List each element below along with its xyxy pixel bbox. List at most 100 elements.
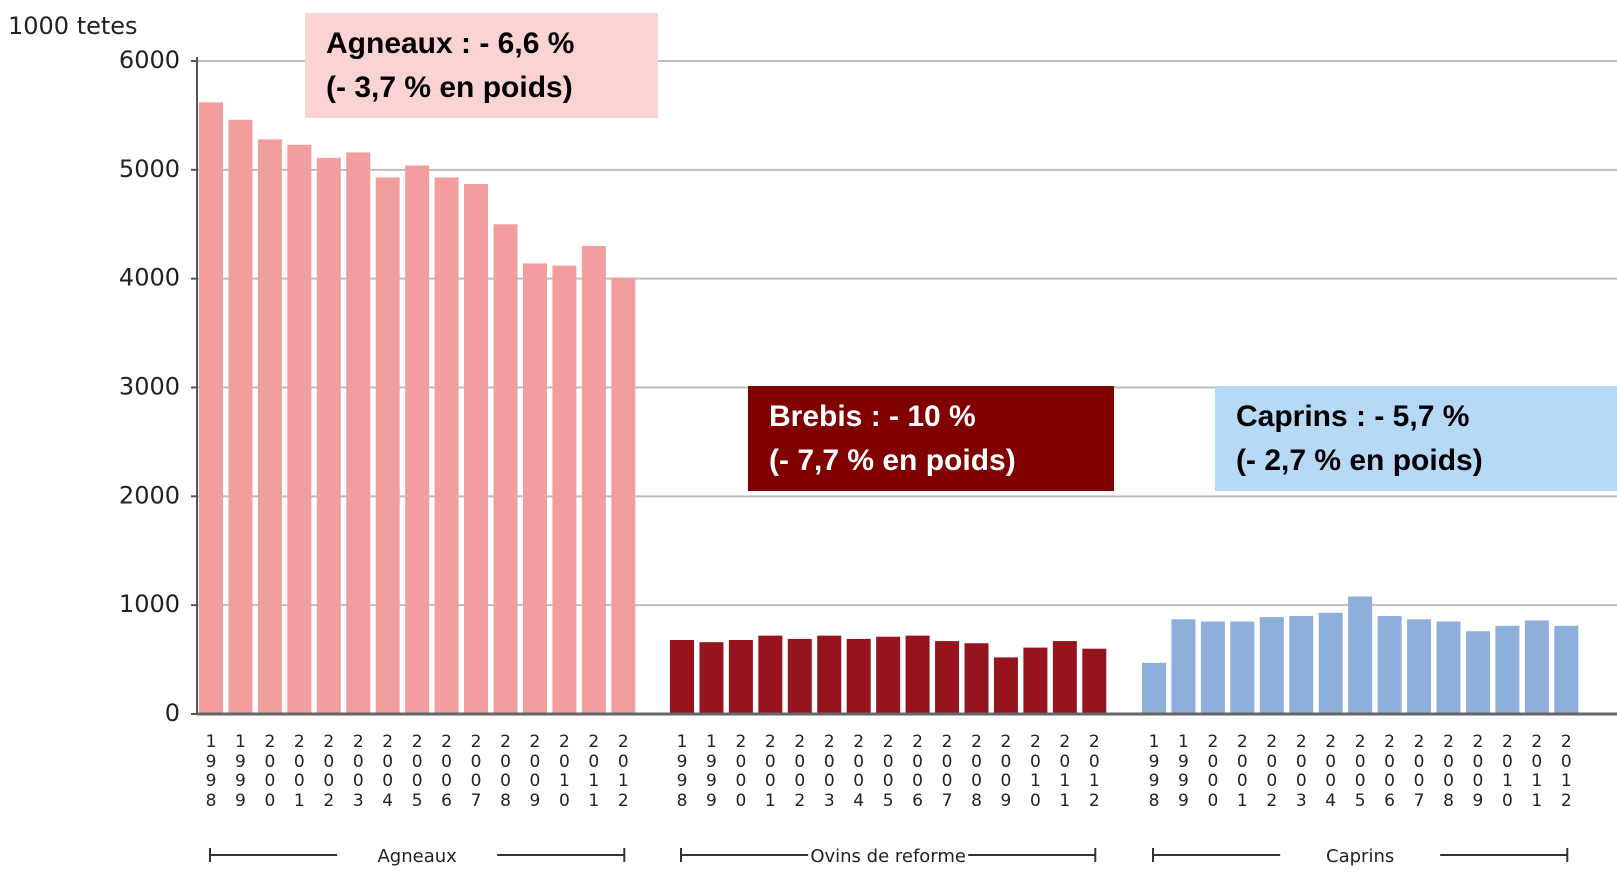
x-tick-label: 2008 [500,732,511,811]
bar [1259,617,1284,714]
x-tick-label: 2011 [588,732,600,811]
x-tick-label: 2001 [1236,732,1248,811]
x-tick-label: 2006 [441,732,452,811]
bar [787,638,812,714]
bar [1524,620,1549,714]
bar [876,636,901,714]
x-tick-label: 2011 [1059,732,1071,811]
x-tick-label: 2007 [1413,732,1425,811]
x-tick-label: 2006 [912,732,923,811]
bar [1171,619,1196,714]
x-tick-label: 1998 [205,732,217,811]
annotation-box [748,386,1114,491]
bar [434,177,459,714]
bar [1554,625,1579,714]
bar [1436,621,1461,714]
bar [728,639,753,714]
x-tick-label: 2008 [971,732,982,811]
x-tick-label: 2009 [529,732,541,811]
x-tick-label: 2006 [1384,732,1395,811]
bar [1230,621,1255,714]
x-tick-label: 2005 [1354,732,1366,811]
x-tick-label: 2007 [470,732,482,811]
bar [1465,631,1490,714]
bar [375,177,400,714]
x-tick-label: 1998 [676,732,688,811]
y-tick-label: 2000 [119,481,180,509]
bar [1052,641,1077,714]
bar [522,263,547,714]
y-tick-label: 1000 [119,590,180,618]
legend-label: Ovins de reforme [810,846,966,867]
bar [1407,619,1432,714]
y-tick-label: 3000 [119,373,180,401]
bar [993,657,1018,714]
x-tick-label: 2005 [411,732,423,811]
bar [964,643,989,714]
y-tick-label: 5000 [119,155,180,183]
x-tick-label: 2009 [1000,732,1012,811]
bar [405,165,430,715]
annotation-text: Brebis : - 10 % [769,400,976,433]
x-tick-label: 2012 [1088,732,1100,811]
bar [670,639,694,714]
x-tick-label: 2000 [735,732,747,811]
x-tick-label: 2003 [1295,732,1307,811]
y-tick-label: 6000 [119,46,180,74]
annotation-text: Caprins : - 5,7 % [1236,400,1469,433]
annotation-text: (- 3,7 % en poids) [326,71,573,104]
bar [935,641,960,714]
bar [1495,625,1520,714]
bar [1082,648,1107,714]
x-tick-label: 2003 [352,732,364,811]
bar [199,102,223,714]
bar [905,635,930,714]
bar [758,635,783,714]
x-tick-label: 2011 [1531,732,1543,811]
annotation-text: Agneaux : - 6,6 % [326,27,574,60]
bar [611,277,636,714]
x-tick-label: 2004 [382,732,394,811]
legend-label: Agneaux [377,846,457,867]
bar [1200,621,1225,714]
x-tick-label: 2001 [293,732,305,811]
bar [817,635,842,714]
annotation-box [1215,386,1617,491]
x-tick-label: 2010 [1501,732,1513,811]
bar [1023,647,1048,714]
bar [228,119,253,714]
x-tick-label: 2009 [1472,732,1484,811]
bar [493,224,518,714]
x-tick-label: 2002 [1266,732,1278,811]
x-tick-label: 2002 [323,732,335,811]
x-tick-label: 1999 [235,732,246,811]
x-tick-label: 2010 [558,732,570,811]
x-tick-label: 2010 [1029,732,1041,811]
bar [581,246,606,714]
bar [257,139,282,715]
x-tick-label: 1999 [1178,732,1189,811]
x-tick-label: 2004 [853,732,865,811]
x-tick-label: 2003 [823,732,835,811]
bar [1348,596,1373,714]
bar [464,183,489,714]
y-tick-label: 0 [165,699,180,727]
x-tick-label: 2007 [941,732,953,811]
annotation-box [305,13,658,118]
annotation-text: (- 2,7 % en poids) [1236,444,1483,477]
bar [1289,616,1314,714]
y-tick-label: 4000 [119,264,180,292]
x-tick-label: 2012 [1560,732,1572,811]
bar [316,157,341,714]
x-tick-label: 2008 [1443,732,1454,811]
x-tick-label: 1999 [706,732,717,811]
x-tick-label: 2000 [264,732,276,811]
bar [846,638,871,714]
bar [287,144,312,715]
x-tick-label: 2012 [617,732,629,811]
bar [699,642,724,714]
bar [552,265,577,714]
x-tick-label: 1998 [1148,732,1160,811]
